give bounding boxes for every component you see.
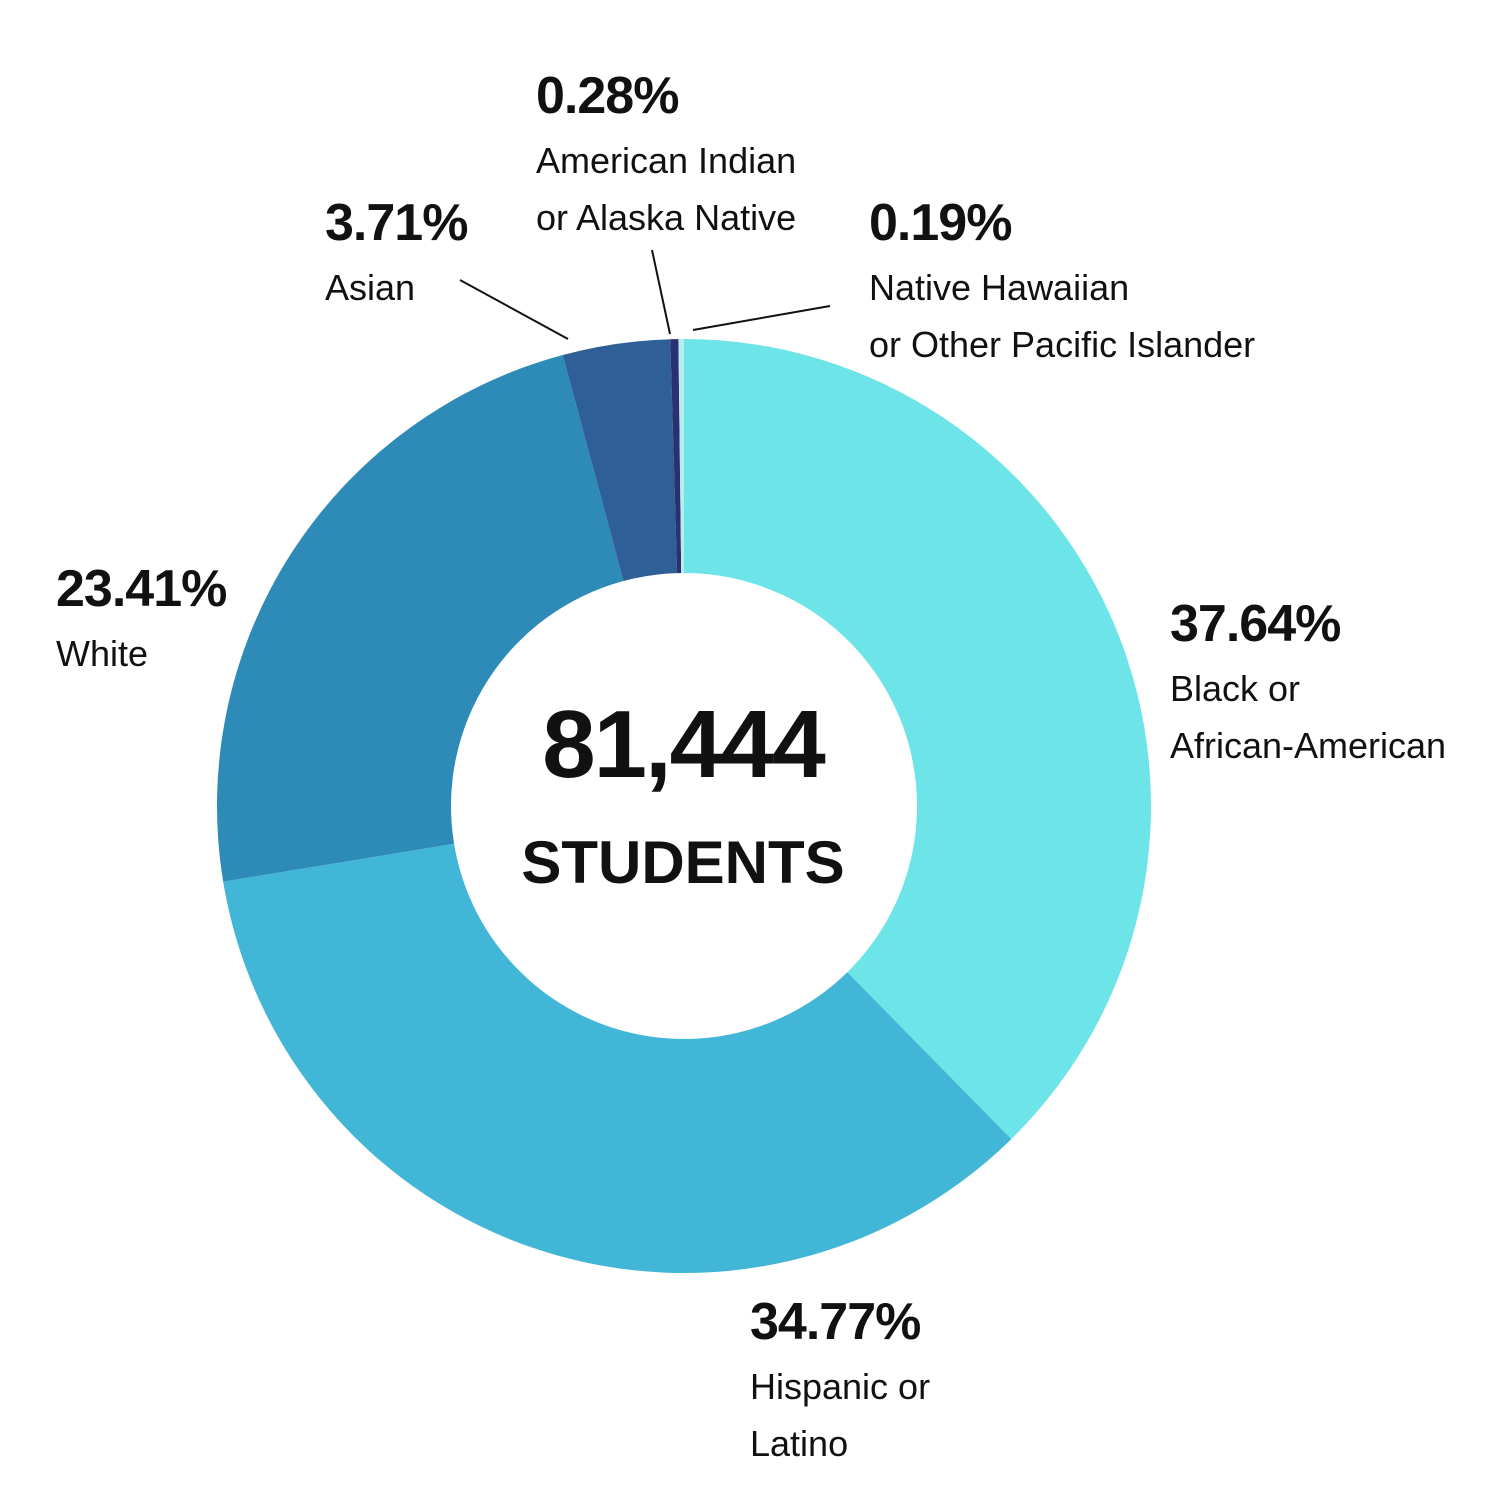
label-black: 37.64% Black or African-American xyxy=(1170,598,1446,774)
category-label-american-indian-line2: or Alaska Native xyxy=(536,197,797,238)
label-white: 23.41% White xyxy=(56,560,227,682)
total-students-value: 81,444 xyxy=(542,691,826,798)
leader-lines xyxy=(459,249,831,340)
category-label-native-hawaiian-line2: or Other Pacific Islander xyxy=(869,324,1256,365)
category-label-native-hawaiian-line1: Native Hawaiian xyxy=(869,267,1130,308)
category-label-black-line2: African-American xyxy=(1170,725,1447,766)
slice-white xyxy=(216,355,624,882)
value-label-american-indian: 0.28% xyxy=(536,67,679,125)
value-label-native-hawaiian: 0.19% xyxy=(869,194,1012,252)
leader-line-asian xyxy=(459,279,569,340)
value-label-white: 23.41% xyxy=(56,560,227,618)
slice-black xyxy=(684,339,1151,1140)
value-label-asian: 3.71% xyxy=(325,194,468,252)
total-students-label: STUDENTS xyxy=(521,829,845,896)
label-hispanic: 34.77% Hispanic or Latino xyxy=(750,1296,930,1472)
slices xyxy=(216,339,1151,1273)
category-label-white: White xyxy=(56,633,149,674)
value-label-black: 37.64% xyxy=(1170,595,1341,653)
label-native-hawaiian: 0.19% Native Hawaiian or Other Pacific I… xyxy=(869,197,1255,373)
leader-line-american-indian xyxy=(651,249,671,335)
category-label-american-indian-line1: American Indian xyxy=(536,140,797,181)
slice-hispanic xyxy=(223,843,1012,1273)
slice-asian xyxy=(562,339,678,581)
leader-line-native-hawaiian xyxy=(692,305,831,331)
slice-american-indian xyxy=(670,339,682,574)
label-asian: 3.71% Asian xyxy=(325,194,468,316)
category-label-hispanic-line1: Hispanic or xyxy=(750,1366,931,1407)
value-label-hispanic: 34.77% xyxy=(750,1293,921,1351)
category-label-black-line1: Black or xyxy=(1170,668,1301,709)
category-label-hispanic-line2: Latino xyxy=(750,1423,849,1464)
slice-native-hawaiian xyxy=(678,339,684,574)
category-label-asian: Asian xyxy=(325,267,416,308)
label-american-indian: 0.28% American Indian or Alaska Native xyxy=(536,70,796,246)
